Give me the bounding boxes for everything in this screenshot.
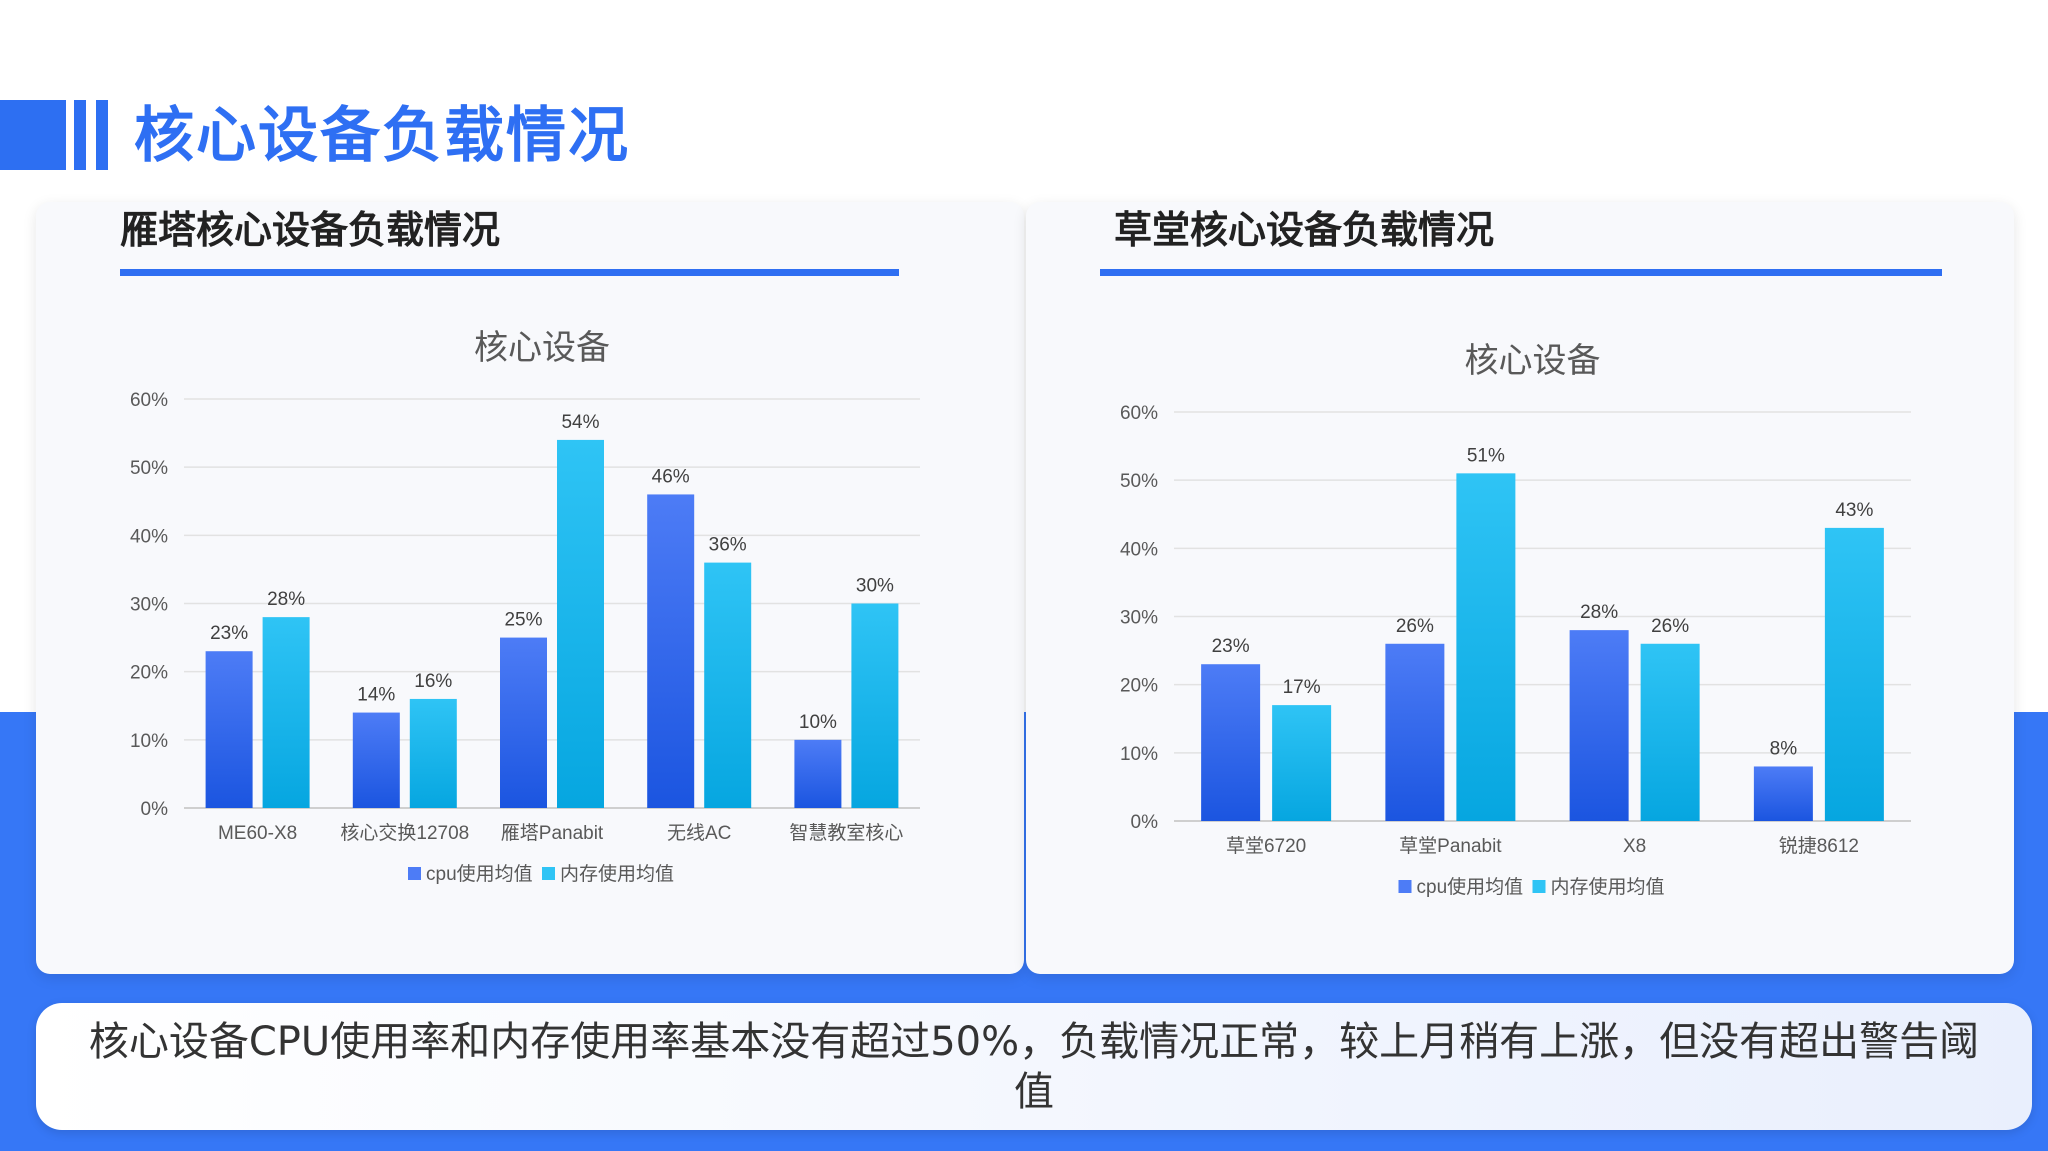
y-tick-label: 10% [130, 731, 168, 752]
data-label: 23% [1212, 636, 1250, 657]
data-label: 14% [357, 685, 395, 706]
data-label: 46% [652, 466, 690, 487]
data-label: 28% [1580, 602, 1618, 623]
bar-cpu [1385, 643, 1445, 821]
chart-card-yanta: 雁塔核心设备负载情况 核心设备 0% 10% 20% 30% 40% 50% 60% 23% 28… [36, 202, 1024, 974]
bar-cpu [500, 637, 547, 808]
bar-cpu [205, 651, 253, 808]
bar-cpu [1753, 766, 1813, 821]
data-label: 25% [504, 610, 542, 631]
bar-memory [851, 603, 899, 808]
bar-cpu [647, 494, 695, 808]
summary-text: 核心设备CPU使用率和内存使用率基本没有超过50%，负载情况正常，较上月稍有上涨… [88, 1018, 1980, 1115]
chart-title: 核心设备 [474, 329, 610, 367]
y-tick-label: 30% [1120, 608, 1158, 629]
y-tick-label: 30% [130, 595, 168, 616]
legend-label: 内存使用均值 [1551, 876, 1665, 898]
bar-cpu [1201, 664, 1261, 821]
data-label: 51% [1467, 445, 1505, 466]
y-tick-label: 40% [130, 526, 168, 547]
legend-swatch [1532, 880, 1546, 893]
bar-memory [409, 698, 457, 808]
y-tick-label: 60% [1120, 403, 1158, 424]
x-category-label: 锐捷8612 [1779, 835, 1859, 857]
x-category-label: 雁塔Panabit [501, 822, 604, 844]
y-tick-label: 0% [141, 799, 169, 820]
data-label: 30% [856, 576, 894, 597]
title-decoration-bar [96, 100, 108, 170]
x-category-label: ME60-X8 [218, 823, 297, 844]
legend-label: cpu使用均值 [426, 863, 533, 885]
data-label: 54% [561, 412, 599, 433]
data-label: 43% [1835, 500, 1873, 521]
legend-swatch [542, 867, 555, 880]
bar-memory [557, 439, 604, 808]
chart-title: 核心设备 [1465, 342, 1601, 380]
page-title: 核心设备负载情况 [134, 101, 630, 171]
x-category-label: X8 [1623, 836, 1646, 857]
legend-swatch [408, 867, 421, 880]
bar-cpu [352, 712, 400, 808]
card-title-underline [120, 269, 899, 276]
data-label: 26% [1396, 616, 1434, 637]
bar-chart-yanta: 核心设备 0% 10% 20% 30% 40% 50% 60% 23% 28% ME60-X8 14%… [130, 329, 920, 885]
legend-label: cpu使用均值 [1417, 876, 1524, 898]
data-label: 26% [1651, 616, 1689, 637]
x-category-label: 智慧教室核心 [789, 822, 903, 844]
y-tick-label: 20% [130, 663, 168, 684]
card-title: 草堂核心设备负载情况 [1114, 208, 1495, 252]
y-tick-label: 40% [1120, 539, 1158, 560]
card-title: 雁塔核心设备负载情况 [120, 208, 501, 252]
data-label: 36% [709, 535, 747, 556]
data-label: 28% [267, 589, 305, 610]
bar-memory [1456, 473, 1516, 821]
data-label: 10% [799, 712, 837, 733]
bar-chart-caotang: 核心设备 0% 10% 20% 30% 40% 50% 60% 23% 17% 草堂6720 26% 5… [1120, 342, 1911, 898]
y-tick-label: 50% [130, 458, 168, 479]
bar-memory [1272, 705, 1332, 821]
x-category-label: 草堂6720 [1226, 835, 1306, 857]
bar-memory [262, 617, 310, 808]
bar-cpu [1569, 630, 1629, 821]
data-label: 23% [210, 623, 248, 644]
bar-cpu [794, 739, 842, 808]
chart-card-caotang: 草堂核心设备负载情况 核心设备 0% 10% 20% 30% 40% 50% 60% 23% 17… [1026, 202, 2014, 974]
legend-label: 内存使用均值 [560, 863, 674, 885]
bar-memory [1824, 527, 1884, 821]
title-decoration-block [0, 100, 66, 170]
x-category-label: 核心交换12708 [340, 822, 469, 844]
x-category-label: 无线AC [667, 822, 731, 844]
x-category-label: 草堂Panabit [1399, 835, 1502, 857]
legend-swatch [1398, 880, 1412, 893]
y-tick-label: 0% [1131, 812, 1159, 833]
bar-memory [704, 562, 752, 808]
y-tick-label: 50% [1120, 471, 1158, 492]
card-title-underline [1100, 269, 1942, 276]
y-tick-label: 20% [1120, 676, 1158, 697]
y-tick-label: 10% [1120, 744, 1158, 765]
y-tick-label: 60% [130, 390, 168, 411]
data-label: 17% [1283, 677, 1321, 698]
title-decoration-bar [74, 100, 86, 170]
summary-box: 核心设备CPU使用率和内存使用率基本没有超过50%，负载情况正常，较上月稍有上涨… [36, 1003, 2032, 1130]
bar-memory [1640, 643, 1700, 821]
data-label: 8% [1770, 738, 1798, 759]
data-label: 16% [414, 671, 452, 692]
